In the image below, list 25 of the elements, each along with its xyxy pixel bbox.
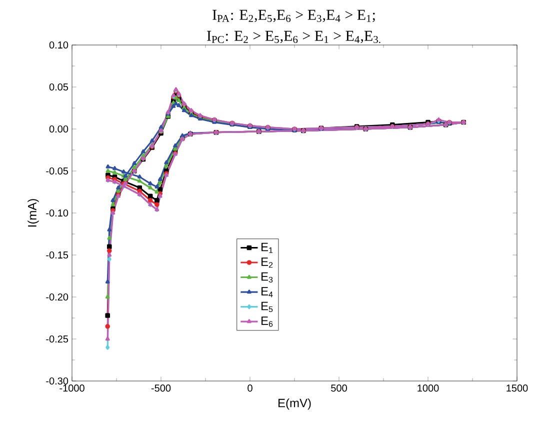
chart-title: I$_{PA}$: E$_{2}$,E$_{5}$,E$_{6}$ > E$_{3}$,E$_{4}$ > E$_{1}$; (212, 10, 375, 22)
x-tick-label: 1000 (418, 384, 439, 392)
y-tick-label: 0.10 (49, 41, 68, 49)
x-tick-label: 0 (248, 384, 252, 392)
legend-label: E$_{5}$ (262, 302, 273, 312)
legend-label: E$_{6}$ (262, 316, 273, 327)
y-tick-label: -0.30 (46, 377, 68, 385)
legend-label: E$_{3}$ (262, 272, 273, 283)
x-axis-title: E(mV) (278, 398, 311, 410)
text: I$_{PC}$: E$_{2}$ > E$_{5}$,E$_{6}$ > E$_{1}$ > E$_{4}$,E$_{3.}$ (207, 30, 380, 44)
y-tick-label: 0.00 (49, 125, 68, 133)
y-tick-label: -0.10 (46, 209, 68, 217)
x-tick-label: -1000 (60, 384, 84, 392)
legend-label: E$_{4}$ (262, 287, 273, 298)
x-tick-label: 500 (331, 384, 347, 392)
legend-label: E$_{1}$ (262, 242, 273, 253)
y-tick-label: -0.15 (46, 251, 68, 259)
y-tick-label: -0.20 (46, 293, 68, 301)
x-tick-label: 1500 (506, 384, 528, 392)
x-tick-label: -500 (151, 384, 171, 392)
y-axis-title: I(mA) (28, 199, 39, 227)
legend-label: E$_{2}$ (262, 258, 273, 268)
y-tick-label: 0.05 (49, 83, 68, 91)
y-tick-label: -0.25 (46, 335, 68, 343)
y-tick-label: -0.05 (46, 167, 68, 175)
